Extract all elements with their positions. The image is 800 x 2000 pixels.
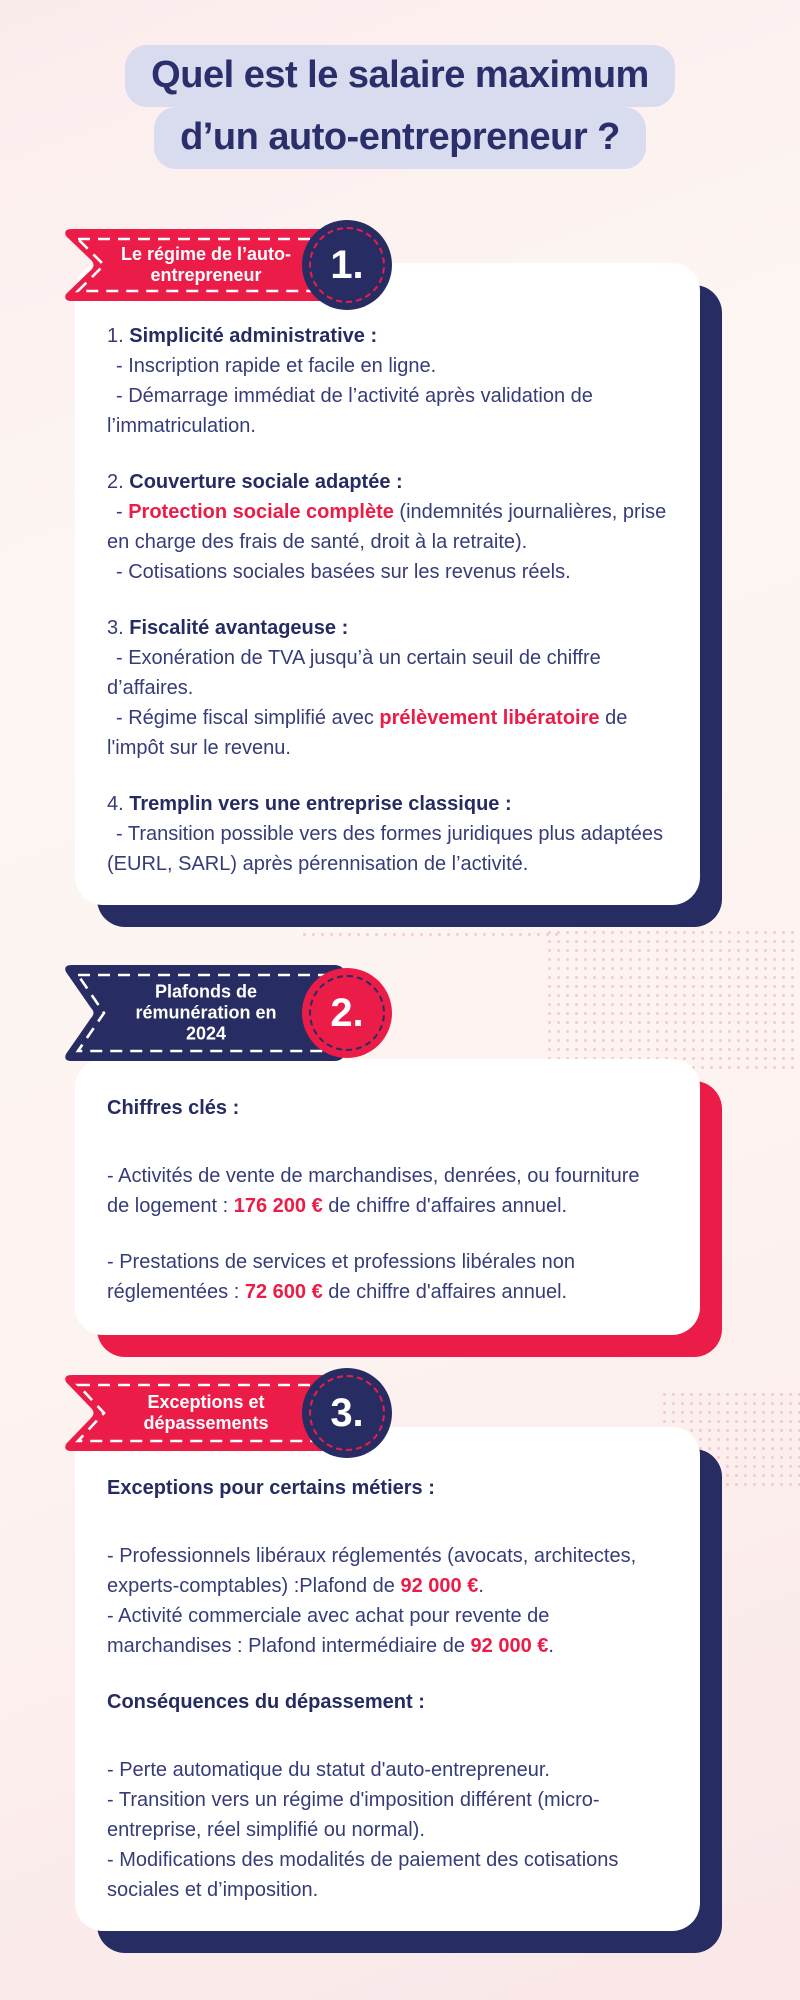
- card-regime: 1. Simplicité administrative : - Inscrip…: [75, 263, 700, 905]
- card-bullet: - Perte automatique du statut d'auto-ent…: [107, 1759, 550, 1781]
- ribbon-label-3: Exceptions et dépassements: [143, 1392, 269, 1433]
- card-bullet: - Activités de vente de marchandises, de…: [107, 1165, 640, 1217]
- page-title: Quel est le salaire maximum d’un auto-en…: [0, 45, 800, 169]
- page-title-line-1: Quel est le salaire maximum: [125, 45, 675, 107]
- card-bullet: - Exonération de TVA jusqu’à un certain …: [107, 647, 601, 699]
- dot-pattern: [545, 928, 800, 1070]
- card-exceptions: Exceptions pour certains métiers : - Pro…: [75, 1427, 700, 1931]
- card-bullet: - Transition possible vers des formes ju…: [107, 823, 663, 875]
- step-number: 2.: [330, 990, 364, 1035]
- section-plafonds-2024: Plafonds de rémunération en 2024 2. Chiffr…: [0, 965, 800, 1335]
- card-heading: Chiffres clés :: [107, 1097, 240, 1119]
- card-heading: 1. Simplicité administrative :: [107, 325, 378, 347]
- card-heading: 3. Fiscalité avantageuse :: [107, 617, 349, 639]
- card-bullet: - Prestations de services et professions…: [107, 1251, 576, 1303]
- card-heading: 4. Tremplin vers une entreprise classiqu…: [107, 793, 512, 815]
- step-number-badge-3: 3.: [302, 1368, 392, 1458]
- card-bullet: - Modifications des modalités de paiemen…: [107, 1849, 619, 1901]
- ribbon-label-1: Le régime de l’auto-entrepreneur: [120, 244, 292, 285]
- step-number: 3.: [330, 1390, 364, 1435]
- card-bullet: - Transition vers un régime d'imposition…: [107, 1789, 600, 1841]
- ribbon-row-3: Exceptions et dépassements 3.: [60, 1368, 455, 1458]
- card-bullet: - Professionnels libéraux réglementés (a…: [107, 1545, 637, 1597]
- card-heading: Exceptions pour certains métiers :: [107, 1477, 435, 1499]
- card-bullet: - Régime fiscal simplifié avec prélèveme…: [107, 707, 628, 759]
- step-number-badge-1: 1.: [302, 220, 392, 310]
- step-number-badge-2: 2.: [302, 968, 392, 1058]
- dot-pattern: [300, 903, 560, 939]
- card-bullet: - Démarrage immédiat de l’activité après…: [107, 385, 593, 437]
- card-bullet: - Activité commerciale avec achat pour r…: [107, 1605, 554, 1657]
- ribbon-label-2: Plafonds de rémunération en 2024: [135, 981, 277, 1044]
- card-bullet: - Cotisations sociales basées sur les re…: [116, 561, 571, 583]
- card-heading: Conséquences du dépassement :: [107, 1691, 425, 1713]
- page-title-line-2: d’un auto-entrepreneur ?: [154, 107, 646, 169]
- section-regime-auto-entrepreneur: Le régime de l’auto-entrepreneur 1. 1. S…: [0, 220, 800, 905]
- ribbon-row-2: Plafonds de rémunération en 2024 2.: [60, 965, 455, 1061]
- card-heading: 2. Couverture sociale adaptée :: [107, 471, 403, 493]
- ribbon-row-1: Le régime de l’auto-entrepreneur 1.: [60, 220, 455, 310]
- card-bullet: - Inscription rapide et facile en ligne.: [116, 355, 437, 377]
- step-number: 1.: [330, 242, 364, 287]
- card-bullet: - Protection sociale complète (indemnité…: [107, 501, 667, 553]
- section-exceptions-depassements: Exceptions et dépassements 3. Exceptions …: [0, 1368, 800, 1931]
- card-plafonds: Chiffres clés : - Activités de vente de …: [75, 1059, 700, 1335]
